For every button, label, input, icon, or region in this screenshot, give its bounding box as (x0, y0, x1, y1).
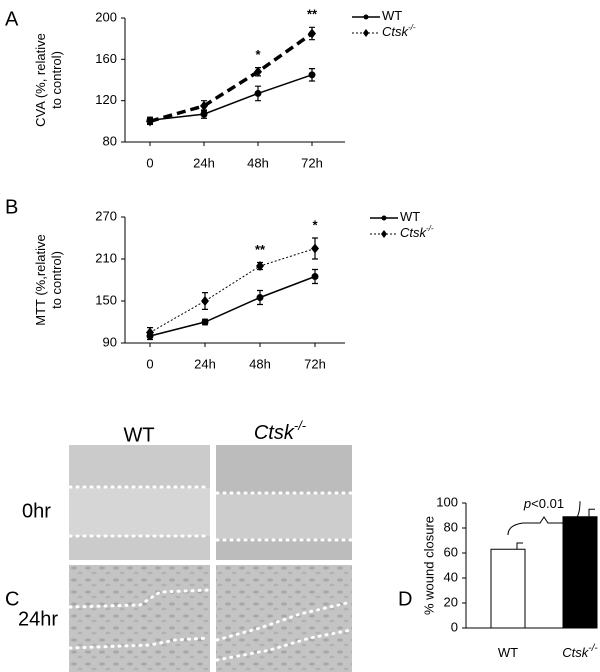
column-label-sup: -/- (294, 418, 307, 433)
legend-marker (363, 29, 369, 37)
y-tick-label: 60 (444, 544, 458, 559)
significance: ** (307, 7, 318, 22)
point (201, 296, 209, 306)
legend-text: Ctsk (400, 225, 428, 240)
point (308, 71, 316, 79)
column-label-text: Ctsk (254, 422, 295, 444)
legend-label: Ctsk-/- (400, 224, 434, 240)
row-label: 24hr (18, 608, 58, 630)
y-axis-label: MTT (%,relativeto control) (33, 234, 64, 326)
legend-marker (381, 230, 387, 238)
legend-label: Ctsk-/- (382, 23, 416, 39)
point (256, 261, 264, 271)
significance: ** (255, 242, 266, 257)
point (311, 273, 319, 280)
significance: * (255, 47, 261, 62)
micrograph (69, 565, 210, 672)
y-tick-label: 270 (95, 208, 117, 223)
panel-label: B (5, 196, 18, 218)
point (254, 66, 262, 77)
y-axis-label-line: CVA (%, relative (33, 33, 48, 127)
legend-sup: -/- (408, 23, 416, 32)
point (146, 327, 154, 338)
series-line (149, 74, 313, 122)
y-tick-label: 0 (451, 619, 458, 634)
x-tick-text: WT (498, 645, 518, 660)
bar (562, 516, 598, 629)
point (256, 294, 264, 301)
panel-label: D (398, 588, 412, 610)
column-label: Ctsk-/- (254, 418, 307, 444)
p-value-text: <0.01 (531, 496, 564, 511)
x-tick-label: WT (498, 645, 518, 660)
point (254, 89, 262, 97)
y-axis-label-line: to control) (49, 51, 64, 109)
point (200, 100, 208, 111)
column-label: WT (123, 424, 154, 446)
x-tick-label: 48h (249, 356, 271, 371)
y-tick-label: 40 (444, 569, 458, 584)
legend-text: WT (400, 209, 420, 224)
y-axis-label-line: to control) (49, 251, 64, 309)
wound-gap (69, 488, 210, 536)
micrograph-panel: C WT Ctsk-/- 0hr 24hr (5, 418, 353, 672)
legend-marker (381, 215, 387, 221)
y-tick-label: 90 (103, 334, 117, 349)
x-tick-label: 24h (193, 155, 215, 170)
error-bar (516, 542, 523, 550)
legend-label: WT (382, 8, 402, 23)
legend-text: WT (382, 8, 402, 23)
x-tick-label: 24h (194, 356, 216, 371)
y-tick-label: 80 (103, 133, 117, 148)
series-line (149, 275, 316, 337)
x-tick-text: Ctsk (562, 645, 590, 660)
legend-text: Ctsk (382, 24, 410, 39)
x-tick-label: 72h (304, 356, 326, 371)
series-line (149, 248, 316, 333)
point (201, 318, 209, 326)
p-value-italic: p (523, 496, 531, 511)
y-tick-label: 150 (95, 292, 117, 307)
y-tick-label: 160 (95, 51, 117, 66)
point (146, 116, 154, 127)
panel-label: A (5, 8, 19, 30)
brace (507, 501, 581, 536)
panel-label: C (5, 588, 19, 610)
y-axis-label: % wound closure (421, 516, 436, 615)
x-tick-label: 48h (247, 155, 269, 170)
y-tick-label: 20 (444, 594, 458, 609)
point (311, 243, 319, 254)
x-tick-label: 72h (301, 155, 323, 170)
y-axis-label-line: MTT (%,relative (33, 234, 48, 326)
y-tick-label: 100 (436, 494, 458, 509)
x-tick-label: 0 (146, 356, 153, 371)
legend-marker (363, 14, 369, 20)
series-line (149, 32, 314, 124)
wound-gap (216, 494, 352, 539)
legend-sup: -/- (426, 224, 434, 233)
y-tick-label: 120 (95, 92, 117, 107)
significance: * (312, 217, 318, 232)
p-value: p<0.01 (523, 496, 564, 511)
point (308, 28, 316, 39)
y-tick-label: 80 (444, 519, 458, 534)
bar (490, 548, 526, 629)
y-tick-label: 200 (95, 9, 117, 24)
x-tick-sup: -/- (588, 643, 598, 654)
legend-label: WT (400, 209, 420, 224)
error-bar (588, 508, 595, 517)
x-tick-label: 0 (146, 155, 153, 170)
row-label: 0hr (22, 500, 51, 522)
point (200, 110, 208, 118)
wound-edges (68, 485, 353, 662)
x-tick-label: Ctsk-/- (562, 643, 598, 661)
y-axis-label: CVA (%, relativeto control) (33, 33, 64, 127)
y-tick-label: 210 (95, 250, 117, 265)
